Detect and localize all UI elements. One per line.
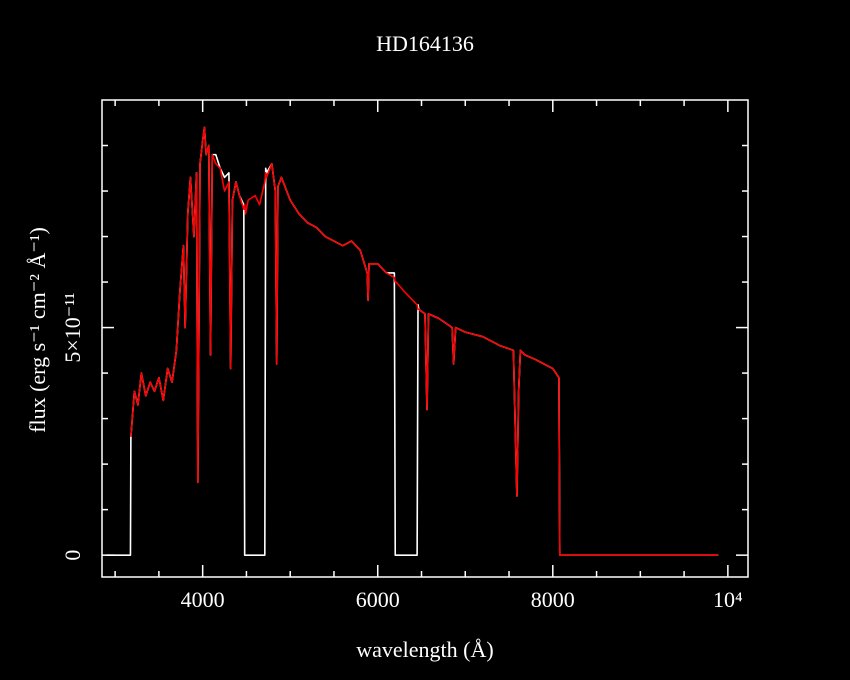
y-axis-label: flux (erg s⁻¹ cm⁻² Å⁻¹) <box>25 227 50 433</box>
x-tick-label: 4000 <box>181 587 225 612</box>
spectrum-line <box>130 126 719 556</box>
x-tick-label: 6000 <box>356 587 400 612</box>
x-tick-label: 8000 <box>531 587 575 612</box>
chart-title: HD164136 <box>376 31 474 56</box>
x-tick-label: 10⁴ <box>713 587 743 612</box>
x-axis-label: wavelength (Å) <box>356 637 493 662</box>
plot-frame <box>101 99 749 578</box>
y-tick-label: 5×10⁻¹¹ <box>60 292 85 362</box>
y-tick-label: 0 <box>60 550 85 561</box>
